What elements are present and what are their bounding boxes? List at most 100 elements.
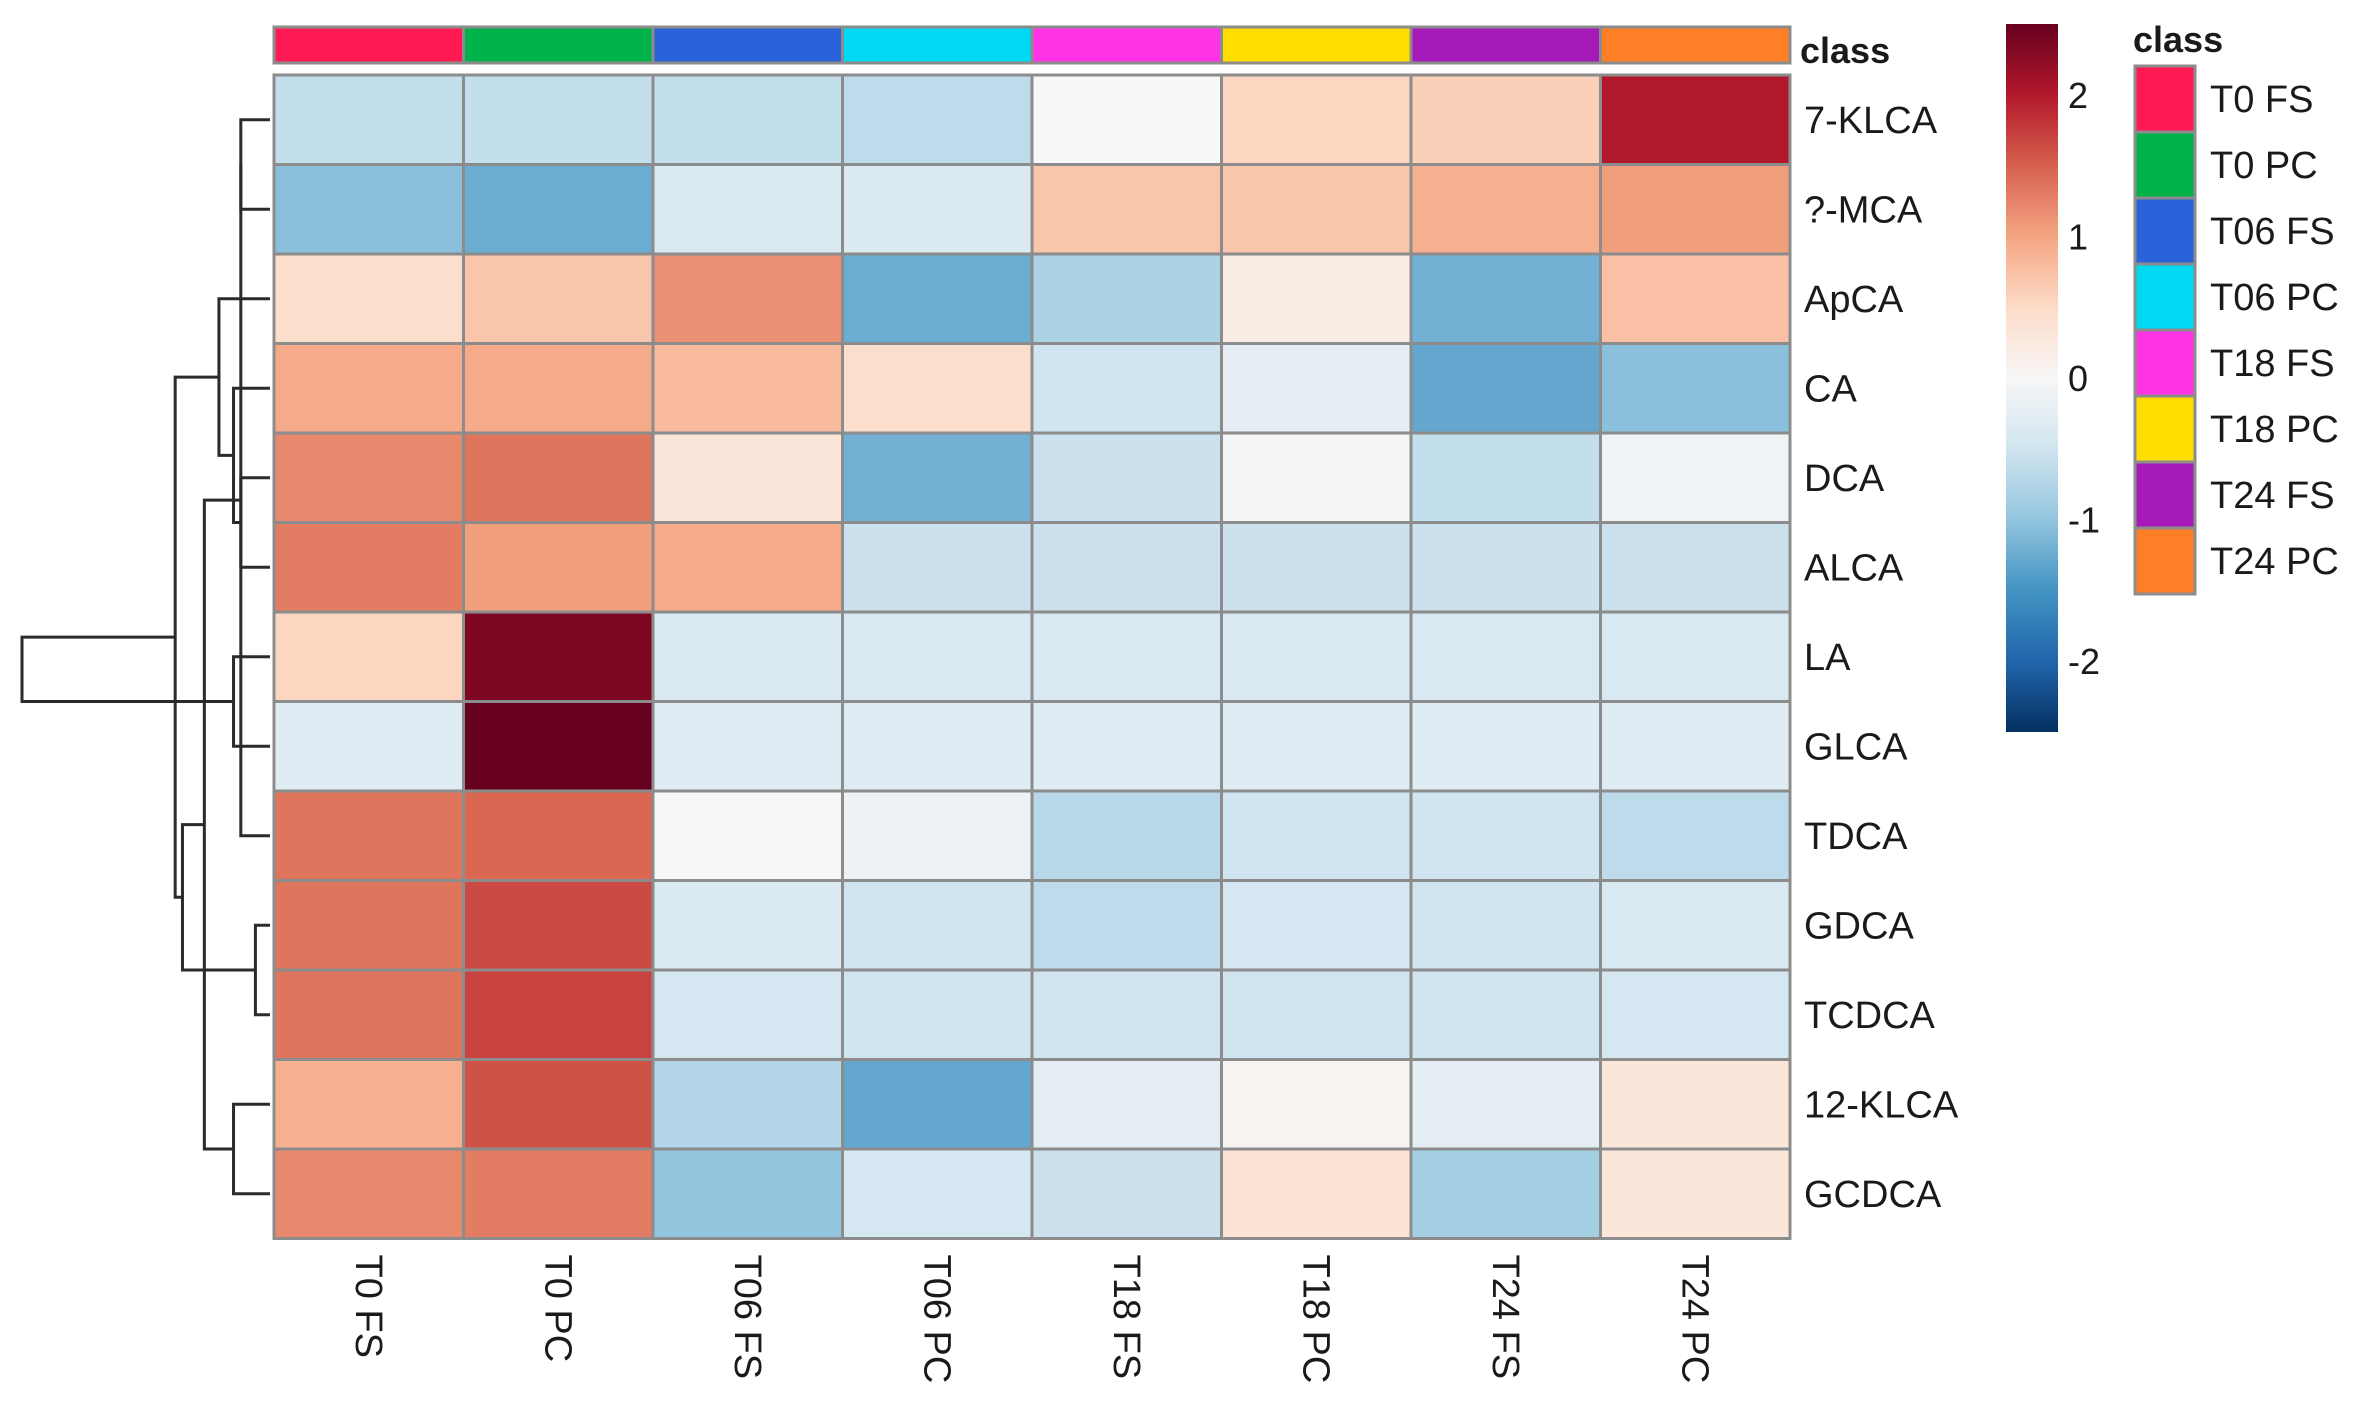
legend-label: T0 FS (2210, 79, 2313, 121)
heatmap-cell (462, 521, 655, 614)
heatmap-cell (1220, 521, 1413, 614)
colorbar-tick-label: 2 (2068, 75, 2088, 116)
heatmap-cell (651, 610, 844, 703)
heatmap-cell (1599, 610, 1792, 703)
heatmap-cell (1599, 879, 1792, 972)
heatmap-cell (1220, 163, 1413, 256)
dendrogram-branch (217, 297, 270, 457)
heatmap-cell (1030, 610, 1223, 703)
heatmap-cell (1409, 1147, 1602, 1240)
heatmap-cell (651, 968, 844, 1061)
dendrogram-branch (173, 375, 219, 899)
dendrogram-branch (232, 386, 270, 524)
row-label: GDCA (1804, 905, 1914, 947)
row-label: GCDCA (1804, 1174, 1942, 1216)
heatmap-cell (462, 252, 655, 345)
heatmap-cell (651, 431, 844, 524)
heatmap-cell (462, 163, 655, 256)
heatmap-cell (1409, 879, 1602, 972)
legend-swatch (2133, 526, 2197, 596)
heatmap-cell (1409, 252, 1602, 345)
heatmap-cell (272, 163, 465, 256)
heatmap-cell (1220, 342, 1413, 435)
colorbar-tick-label: -2 (2068, 641, 2100, 682)
heatmap-cell (651, 163, 844, 256)
row-label: ?-MCA (1804, 189, 1923, 231)
heatmap-cell (1599, 700, 1792, 793)
heatmap-cell (462, 431, 655, 524)
heatmap-cell (651, 879, 844, 972)
heatmap-cell (651, 73, 844, 166)
dendrogram-branch (253, 923, 270, 1017)
legend-swatch (2133, 196, 2197, 266)
heatmap-cell (462, 610, 655, 703)
class-bar-cell (1409, 25, 1602, 65)
row-label: GLCA (1804, 726, 1908, 768)
row-label: TDCA (1804, 816, 1908, 858)
heatmap-cell (272, 610, 465, 703)
legend-label: T18 PC (2210, 409, 2339, 451)
heatmap-cell (1220, 968, 1413, 1061)
heatmap-cell (272, 1058, 465, 1151)
heatmap-cell (1220, 73, 1413, 166)
heatmap-cell (1599, 252, 1792, 345)
heatmap-cell (272, 342, 465, 435)
heatmap-cell (1599, 1147, 1792, 1240)
heatmap-cell (1409, 1058, 1602, 1151)
legend-swatch (2133, 460, 2197, 530)
heatmap-cell (841, 163, 1034, 256)
class-bar-cell (1599, 25, 1792, 65)
legend-label: T06 FS (2210, 211, 2335, 253)
heatmap-cell (462, 700, 655, 793)
heatmap-cell (841, 789, 1034, 882)
heatmap-cell (651, 1058, 844, 1151)
heatmap-cell (1409, 342, 1602, 435)
heatmap-cell (462, 879, 655, 972)
row-label: 12-KLCA (1804, 1084, 1959, 1126)
row-label: DCA (1804, 458, 1885, 500)
row-label: 7-KLCA (1804, 100, 1938, 142)
dendrogram-branch (232, 1102, 270, 1196)
heatmap-cell (651, 700, 844, 793)
heatmap-cell (1599, 1058, 1792, 1151)
heatmap-cell (462, 968, 655, 1061)
column-label: T06 PC (915, 1255, 957, 1384)
heatmap-cell (1030, 879, 1223, 972)
heatmap-cell (1030, 163, 1223, 256)
heatmap-cell (841, 342, 1034, 435)
heatmap-cell (1030, 252, 1223, 345)
heatmap-cell (1409, 789, 1602, 882)
legend-label: T24 FS (2210, 475, 2335, 517)
class-bar-cell (462, 25, 655, 65)
heatmap-cell (1599, 342, 1792, 435)
row-label: ALCA (1804, 547, 1904, 589)
heatmap-cell (1599, 789, 1792, 882)
heatmap-cell (1220, 700, 1413, 793)
dendrogram-branch (239, 476, 270, 569)
heatmap-cell (1220, 789, 1413, 882)
colorbar-gradient (2006, 24, 2058, 732)
heatmap-cell (1030, 342, 1223, 435)
legend-label: T0 PC (2210, 145, 2318, 187)
heatmap-cell (1599, 521, 1792, 614)
class-bar-label: class (1800, 30, 1890, 71)
heatmap-cell (1409, 431, 1602, 524)
dendrogram-branch (180, 823, 256, 972)
class-legend: class T0 FS T0 PC T06 FS T06 PC T18 FS T18 PC… (2133, 19, 2339, 596)
heatmap-cell (651, 521, 844, 614)
heatmap-cell (1409, 968, 1602, 1061)
column-label: T24 FS (1484, 1255, 1526, 1380)
row-labels: 7-KLCA ?-MCA ApCA CA DCA ALCA LA GLCA TDCA GDCA TC… (1804, 100, 1959, 1216)
heatmap-cell (841, 968, 1034, 1061)
heatmap-cell (1409, 73, 1602, 166)
heatmap-cell (1220, 1058, 1413, 1151)
class-bar-cell (841, 25, 1034, 65)
heatmap-cell (272, 431, 465, 524)
heatmap-cell (1409, 610, 1602, 703)
heatmap-cell (1599, 73, 1792, 166)
heatmap-cell (272, 700, 465, 793)
heatmap-cell (1220, 879, 1413, 972)
column-label: T24 PC (1673, 1255, 1715, 1384)
heatmap-cell (272, 521, 465, 614)
legend-swatch (2133, 130, 2197, 200)
